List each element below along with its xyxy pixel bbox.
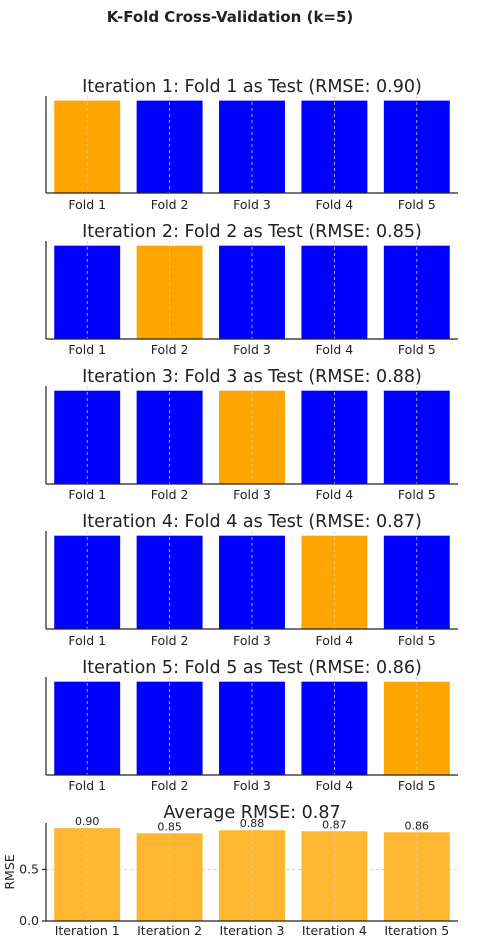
subplot-3: Iteration 3: Fold 3 as Test (RMSE: 0.88)… [45,367,458,502]
data-label: 0.88 [240,817,265,830]
x-tick-label: Fold 2 [151,633,189,648]
x-tick-label: Fold 5 [398,487,436,502]
x-tick-label: Fold 3 [233,342,271,357]
x-tick-label: Fold 3 [233,197,271,212]
x-tick-label: Fold 4 [316,633,354,648]
subplots: Iteration 1: Fold 1 as Test (RMSE: 0.90)… [2,77,458,936]
subplot-4: Iteration 4: Fold 4 as Test (RMSE: 0.87)… [45,512,458,648]
x-tick-label: Fold 1 [68,342,106,357]
data-label: 0.85 [157,820,182,833]
subplot-title: Iteration 4: Fold 4 as Test (RMSE: 0.87) [82,512,422,532]
x-tick-label: Iteration 3 [220,923,285,936]
rmse-bar [219,830,285,921]
y-tick-label: 0.0 [19,913,39,928]
subplot-5: Iteration 5: Fold 5 as Test (RMSE: 0.86)… [45,658,458,793]
data-label: 0.86 [405,819,430,832]
data-label: 0.90 [75,815,100,828]
y-axis-label: RMSE [2,854,17,889]
rmse-bar [301,831,368,921]
x-tick-label: Fold 3 [233,633,271,648]
x-tick-label: Fold 3 [233,487,271,502]
subplot-1: Iteration 1: Fold 1 as Test (RMSE: 0.90)… [45,77,458,212]
data-label: 0.87 [322,818,347,831]
x-tick-label: Fold 3 [233,778,271,793]
x-tick-label: Fold 2 [151,342,189,357]
subplot-title: Iteration 3: Fold 3 as Test (RMSE: 0.88) [82,367,422,387]
x-tick-label: Fold 4 [316,197,354,212]
subplot-title: Average RMSE: 0.87 [163,803,340,823]
x-tick-label: Fold 4 [316,778,354,793]
x-tick-label: Fold 5 [398,197,436,212]
x-tick-label: Fold 1 [68,633,106,648]
figure-title: K-Fold Cross-Validation (k=5) [107,8,354,26]
subplot-title: Iteration 5: Fold 5 as Test (RMSE: 0.86) [82,658,422,678]
x-tick-label: Fold 5 [398,633,436,648]
y-tick-label: 0.5 [19,861,39,876]
subplot-6: Average RMSE: 0.87 Iteration 1 0.90 Iterati… [2,803,458,936]
x-tick-label: Iteration 4 [302,923,367,936]
x-tick-label: Fold 1 [68,778,106,793]
x-tick-label: Fold 2 [151,778,189,793]
x-tick-label: Fold 5 [398,778,436,793]
x-tick-label: Fold 4 [316,487,354,502]
x-tick-label: Fold 2 [151,197,189,212]
subplot-title: Iteration 1: Fold 1 as Test (RMSE: 0.90) [82,77,422,97]
x-tick-label: Iteration 1 [55,923,120,936]
x-tick-label: Iteration 5 [384,923,449,936]
x-tick-label: Fold 4 [316,342,354,357]
x-tick-label: Fold 1 [68,197,106,212]
x-tick-label: Fold 1 [68,487,106,502]
x-tick-label: Iteration 2 [137,923,202,936]
x-tick-label: Fold 5 [398,342,436,357]
subplot-2: Iteration 2: Fold 2 as Test (RMSE: 0.85)… [45,222,458,357]
x-tick-label: Fold 2 [151,487,189,502]
subplot-title: Iteration 2: Fold 2 as Test (RMSE: 0.85) [82,222,422,242]
